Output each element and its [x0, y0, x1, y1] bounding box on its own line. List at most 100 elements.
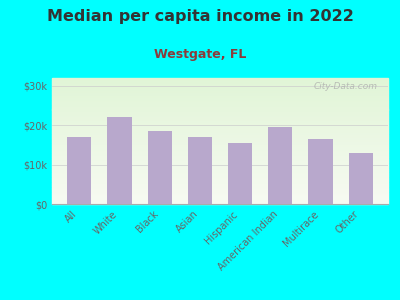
Bar [52, 116, 388, 117]
Bar [308, 139, 332, 204]
Bar [52, 107, 388, 108]
Bar [52, 108, 388, 110]
Bar [52, 180, 388, 181]
Bar [52, 186, 388, 188]
Bar [52, 147, 388, 148]
Bar [52, 88, 388, 89]
Bar [52, 104, 388, 106]
Bar [52, 80, 388, 82]
Bar [52, 115, 388, 116]
Bar [268, 127, 292, 204]
Bar [52, 155, 388, 156]
Bar [52, 152, 388, 154]
Bar [52, 85, 388, 87]
Bar [52, 87, 388, 88]
Bar [52, 101, 388, 102]
Text: City-Data.com: City-Data.com [314, 82, 378, 91]
Bar [52, 188, 388, 189]
Bar [52, 169, 388, 170]
Bar [52, 141, 388, 142]
Bar [52, 202, 388, 203]
Bar [52, 127, 388, 128]
Bar [52, 203, 388, 204]
Bar [52, 189, 388, 190]
Bar [52, 179, 388, 180]
Bar [52, 198, 388, 199]
Bar [52, 196, 388, 198]
Bar [52, 194, 388, 195]
Bar [52, 170, 388, 171]
Bar [52, 92, 388, 93]
Bar [52, 148, 388, 150]
Bar [52, 145, 388, 146]
Bar [52, 174, 388, 175]
Bar [52, 199, 388, 200]
Bar [52, 183, 388, 184]
Bar [52, 98, 388, 99]
Bar [52, 82, 388, 83]
Bar [52, 200, 388, 202]
Bar [228, 143, 252, 204]
Bar [52, 102, 388, 103]
Bar [148, 131, 172, 204]
Bar [52, 96, 388, 97]
Bar [52, 191, 388, 193]
Bar [52, 156, 388, 158]
Bar [52, 171, 388, 172]
Bar [52, 139, 388, 140]
Bar [52, 130, 388, 131]
Bar [52, 195, 388, 196]
Bar [52, 106, 388, 107]
Bar [52, 110, 388, 111]
Bar [52, 97, 388, 98]
Bar [52, 111, 388, 112]
Bar [52, 84, 388, 86]
Bar [52, 161, 388, 162]
Bar [52, 137, 388, 139]
Bar [52, 159, 388, 160]
Bar [52, 172, 388, 174]
Bar [52, 131, 388, 132]
Bar [52, 103, 388, 104]
Bar [52, 142, 388, 143]
Bar [108, 117, 132, 204]
Bar [52, 135, 388, 136]
Bar [52, 136, 388, 137]
Bar [52, 78, 388, 79]
Bar [52, 120, 388, 121]
Bar [52, 132, 388, 134]
Bar [52, 126, 388, 127]
Bar [52, 167, 388, 169]
Bar [349, 153, 373, 204]
Text: Median per capita income in 2022: Median per capita income in 2022 [46, 9, 354, 24]
Bar [52, 146, 388, 147]
Bar [52, 121, 388, 122]
Bar [52, 166, 388, 167]
Bar [52, 185, 388, 186]
Bar [52, 134, 388, 135]
Bar [52, 158, 388, 159]
Bar [52, 150, 388, 151]
Bar [52, 93, 388, 94]
Bar [52, 124, 388, 126]
Bar [52, 113, 388, 115]
Bar [52, 190, 388, 191]
Bar [188, 137, 212, 204]
Bar [52, 162, 388, 164]
Text: Westgate, FL: Westgate, FL [154, 48, 246, 61]
Bar [52, 193, 388, 194]
Bar [52, 117, 388, 118]
Bar [52, 143, 388, 145]
Bar [52, 165, 388, 166]
Bar [52, 122, 388, 123]
Bar [52, 181, 388, 183]
Bar [52, 128, 388, 130]
Bar [52, 184, 388, 185]
Bar [52, 79, 388, 80]
Bar [52, 154, 388, 155]
Bar [52, 123, 388, 124]
Bar [52, 178, 388, 179]
Bar [52, 89, 388, 91]
Bar [52, 118, 388, 120]
Bar [52, 176, 388, 178]
